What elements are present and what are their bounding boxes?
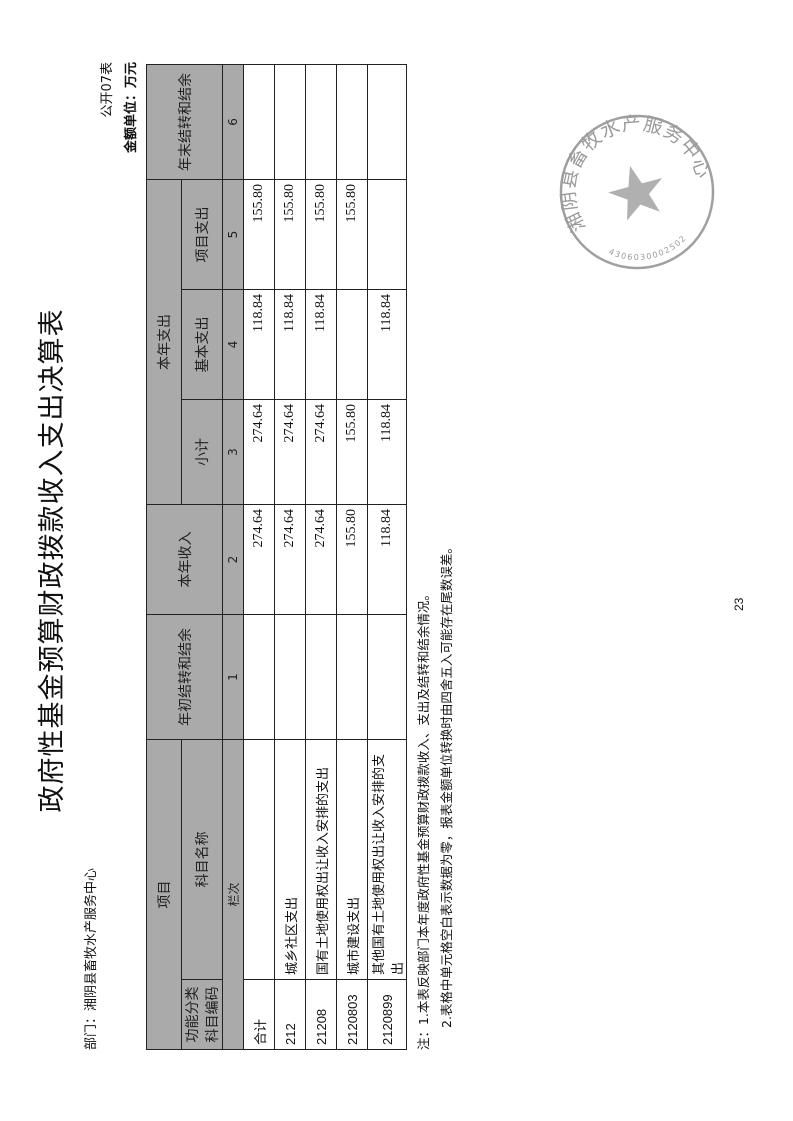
note-1: 注：1.本表反映部门本年度政府性基金预算财政拨款收入、支出及结转和结余情况。 <box>416 588 431 1050</box>
cell-amount <box>336 289 368 400</box>
cell-amount: 155.80 <box>274 179 306 290</box>
col-number: 2 <box>222 504 244 615</box>
cell-code: 21208 <box>305 979 337 1050</box>
table-row: 合计 274.64 274.64 118.84 155.80 <box>243 64 275 1050</box>
table-row: 2120899 其他国有土地使用权出让收入安排的支出 118.84 118.84 118… <box>367 64 407 1050</box>
cell-amount: 155.80 <box>336 179 368 290</box>
cell-amount: 118.84 <box>367 289 407 400</box>
cell-amount: 155.80 <box>243 179 275 290</box>
seal-name: 湘阴县畜牧水产服务中心 <box>552 107 720 236</box>
budget-table: 项目 年初结转和结余 本年收入 本年支出 年末结转和结余 功能分类科目编码 科目… <box>146 64 407 1050</box>
cell-code: 2120803 <box>336 979 368 1050</box>
col-number: 3 <box>222 399 244 505</box>
cell-code: 合计 <box>243 979 275 1050</box>
header-closing: 年末结转和结余 <box>146 64 223 180</box>
cell-amount: 274.64 <box>274 399 306 505</box>
page-title: 政府性基金预算财政拨款收入支出决算表 <box>37 308 68 813</box>
cell-name: 城乡社区支出 <box>274 739 306 980</box>
cell-amount: 155.80 <box>336 504 368 615</box>
cell-amount <box>367 614 407 740</box>
table-row: 212 城乡社区支出 274.64 274.64 118.84 155.80 <box>274 64 306 1050</box>
header-col-label: 栏次 <box>222 739 244 1050</box>
cell-amount: 274.64 <box>305 504 337 615</box>
cell-amount: 118.84 <box>305 289 337 400</box>
note-2: 2.表格中单元格空白表示数据为零，报表金额单位转换时由四舍五入可能存在尾数误差。 <box>439 541 454 1028</box>
cell-name <box>243 739 275 980</box>
col-number: 4 <box>222 289 244 400</box>
cell-amount <box>274 614 306 740</box>
table-row: 2120803 城市建设支出 155.80 155.80 155.80 <box>336 64 368 1050</box>
header-code: 功能分类科目编码 <box>181 979 223 1050</box>
header-opening: 年初结转和结余 <box>146 614 223 740</box>
official-seal: 湘阴县畜牧水产服务中心 4306030002502 <box>552 107 720 271</box>
form-number: 公开07表 <box>100 62 115 118</box>
cell-amount: 274.64 <box>274 504 306 615</box>
col-number: 1 <box>222 614 244 740</box>
notes: 注：1.本表反映部门本年度政府性基金预算财政拨款收入、支出及结转和结余情况。 2… <box>412 541 458 1050</box>
cell-amount <box>243 614 275 740</box>
cell-amount: 274.64 <box>243 504 275 615</box>
amount-unit: 金额单位：万元 <box>124 62 139 154</box>
header-expense: 本年支出 <box>146 179 182 505</box>
department-label: 部门：湘阴县畜牧水产服务中心 <box>84 867 99 1050</box>
cell-name: 其他国有土地使用权出让收入安排的支出 <box>367 739 407 980</box>
cell-amount: 118.84 <box>367 399 407 505</box>
cell-amount <box>336 614 368 740</box>
header-subtotal: 小计 <box>181 399 223 505</box>
table-row: 21208 国有土地使用权出让收入安排的支出 274.64 274.64 118.84 1… <box>305 64 337 1050</box>
page-number: 23 <box>732 597 746 611</box>
cell-code: 2120899 <box>367 979 407 1050</box>
cell-code: 212 <box>274 979 306 1050</box>
cell-amount: 118.84 <box>243 289 275 400</box>
cell-amount: 118.84 <box>367 504 407 615</box>
header-basic: 基本支出 <box>181 289 223 400</box>
header-name: 科目名称 <box>181 739 223 980</box>
cell-amount: 155.80 <box>305 179 337 290</box>
cell-amount: 118.84 <box>274 289 306 400</box>
cell-amount <box>274 64 306 180</box>
cell-amount <box>336 64 368 180</box>
cell-amount <box>243 64 275 180</box>
col-number: 5 <box>222 179 244 290</box>
header-project: 项目 <box>146 739 182 1050</box>
cell-amount <box>305 614 337 740</box>
cell-amount <box>367 179 407 290</box>
star-icon <box>608 165 663 221</box>
cell-amount <box>305 64 337 180</box>
col-number: 6 <box>222 64 244 180</box>
cell-name: 国有土地使用权出让收入安排的支出 <box>305 739 337 980</box>
cell-amount: 274.64 <box>305 399 337 505</box>
cell-amount: 274.64 <box>243 399 275 505</box>
cell-amount <box>367 64 407 180</box>
header-income: 本年收入 <box>146 504 223 615</box>
svg-text:湘阴县畜牧水产服务中心: 湘阴县畜牧水产服务中心 <box>552 107 720 236</box>
cell-name: 城市建设支出 <box>336 739 368 980</box>
header-program: 项目支出 <box>181 179 223 290</box>
cell-amount: 155.80 <box>336 399 368 505</box>
